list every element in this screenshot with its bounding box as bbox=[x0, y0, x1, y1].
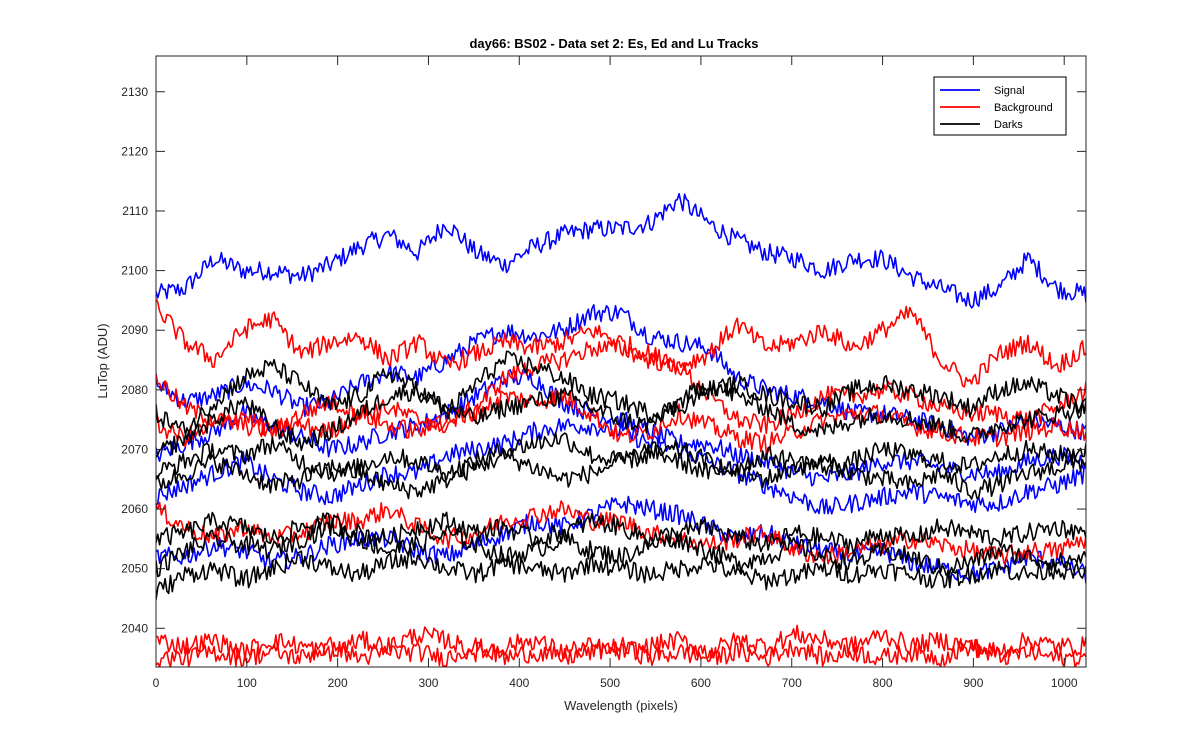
series-line-darks-15 bbox=[156, 439, 1086, 500]
chart-title: day66: BS02 - Data set 2: Es, Ed and Lu … bbox=[469, 36, 758, 51]
series-line-signal-1 bbox=[156, 193, 1086, 309]
legend-label-background: Background bbox=[994, 102, 1053, 114]
x-tick-label: 600 bbox=[691, 676, 711, 690]
series-line-darks-17 bbox=[156, 518, 1086, 578]
y-tick-label: 2040 bbox=[121, 621, 148, 635]
series-line-darks-16 bbox=[156, 511, 1086, 555]
series-line-darks-18 bbox=[156, 548, 1086, 600]
series-line-signal-2 bbox=[156, 304, 1086, 446]
legend-box bbox=[933, 76, 1067, 136]
y-tick-label: 2090 bbox=[121, 323, 148, 337]
axes-layer: 0 100 200 300 400 500 600 700 800 900 1000 2040 2050… bbox=[121, 55, 1087, 690]
y-tick-label: 2080 bbox=[121, 383, 148, 397]
series-line-background-7 bbox=[156, 338, 1086, 439]
series-line-background-11 bbox=[156, 636, 1086, 667]
x-tick-label: 700 bbox=[782, 676, 802, 690]
series-line-signal-4 bbox=[156, 418, 1086, 515]
x-tick-label: 200 bbox=[328, 676, 348, 690]
x-tick-label: 100 bbox=[237, 676, 257, 690]
x-tick-label: 1000 bbox=[1051, 676, 1078, 690]
legend-label-signal: Signal bbox=[994, 85, 1025, 97]
x-tick-label: 300 bbox=[418, 676, 438, 690]
y-tick-label: 2100 bbox=[121, 264, 148, 278]
legend-label-darks: Darks bbox=[994, 119, 1023, 131]
y-tick-label: 2110 bbox=[122, 204, 148, 218]
series-line-background-8 bbox=[156, 389, 1086, 453]
y-tick-label: 2130 bbox=[121, 85, 148, 99]
series-line-darks-12 bbox=[156, 350, 1086, 440]
series-line-background-6 bbox=[156, 298, 1086, 388]
legend: Signal Background Darks bbox=[933, 76, 1067, 136]
x-axis-label: Wavelength (pixels) bbox=[564, 698, 678, 713]
series-layer bbox=[156, 193, 1086, 667]
x-tick-label: 400 bbox=[509, 676, 529, 690]
axes-box bbox=[155, 55, 1087, 668]
x-tick-label: 500 bbox=[600, 676, 620, 690]
series-line-signal-3 bbox=[156, 369, 1086, 487]
x-tick-label: 900 bbox=[963, 676, 983, 690]
y-tick-label: 2120 bbox=[121, 144, 148, 158]
x-tick-label: 0 bbox=[153, 676, 160, 690]
y-axis-label: LuTop (ADU) bbox=[95, 323, 110, 398]
series-line-darks-13 bbox=[156, 380, 1086, 458]
y-tick-label: 2050 bbox=[121, 562, 148, 576]
x-tick-label: 800 bbox=[873, 676, 893, 690]
y-tick-label: 2070 bbox=[121, 442, 148, 456]
y-tick-label: 2060 bbox=[121, 502, 148, 516]
